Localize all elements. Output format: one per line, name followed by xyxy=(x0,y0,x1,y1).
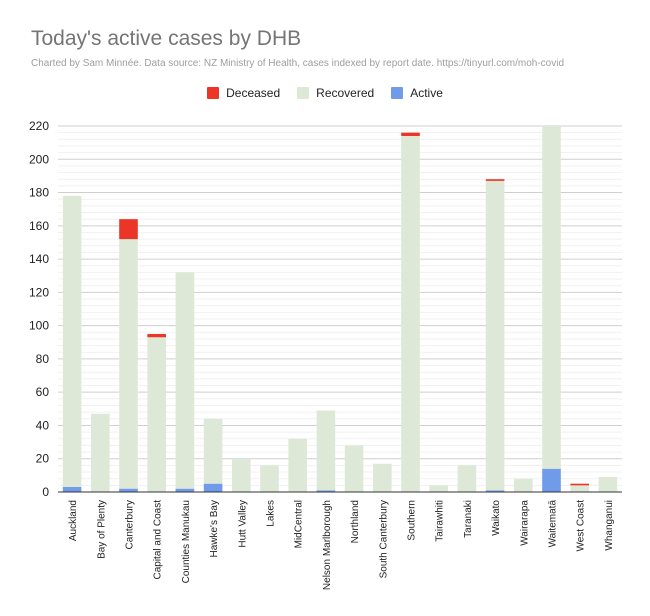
legend-label: Recovered xyxy=(316,86,375,100)
legend-swatch xyxy=(207,87,220,99)
y-tick-label: 140 xyxy=(29,252,49,266)
x-tick-label: Lakes xyxy=(266,500,277,527)
bar-recovered xyxy=(62,195,82,488)
legend-swatch xyxy=(297,87,310,99)
bar-recovered xyxy=(485,180,505,491)
bar-recovered xyxy=(570,485,590,492)
x-tick-label: Waitematā xyxy=(548,500,559,548)
x-tick-label: Nelson Marlborough xyxy=(322,500,333,590)
bar-recovered xyxy=(231,458,251,492)
x-tick-label: Auckland xyxy=(68,500,79,541)
legend-item-active[interactable]: Active xyxy=(391,86,443,100)
x-tick-label: Northland xyxy=(350,500,361,543)
bar-deceased xyxy=(147,333,167,338)
bar-active xyxy=(542,468,561,492)
legend-item-recovered[interactable]: Recovered xyxy=(297,86,374,100)
y-tick-label: 100 xyxy=(29,319,49,333)
bar-deceased xyxy=(119,219,138,240)
bar-deceased xyxy=(401,132,420,136)
x-tick-label: Wairarapa xyxy=(519,500,530,546)
bar-recovered xyxy=(598,477,618,492)
bar-recovered xyxy=(260,465,279,492)
bar-recovered xyxy=(203,418,223,484)
bar-recovered xyxy=(542,126,561,469)
chart-title: Today's active cases by DHB xyxy=(31,27,302,50)
bar-recovered xyxy=(119,239,138,489)
bar-active xyxy=(119,488,138,492)
y-tick-label: 160 xyxy=(29,219,49,233)
bar-active xyxy=(203,483,223,492)
x-tick-label: Waikato xyxy=(491,500,502,536)
bar-recovered xyxy=(457,465,477,492)
bar-deceased xyxy=(485,179,505,181)
x-tick-label: Whanganui xyxy=(604,500,615,551)
y-tick-label: 180 xyxy=(29,186,49,200)
bar-recovered xyxy=(344,445,364,492)
y-tick-label: 0 xyxy=(42,485,49,499)
y-tick-label: 80 xyxy=(36,352,50,366)
bar-recovered xyxy=(513,478,533,492)
bar-recovered xyxy=(90,413,110,492)
x-tick-label: Canterbury xyxy=(125,500,136,549)
x-tick-label: West Coast xyxy=(576,500,587,552)
y-tick-label: 40 xyxy=(36,418,50,432)
bar-active xyxy=(316,490,336,492)
x-tick-label: MidCentral xyxy=(294,500,305,548)
x-tick-label: Capital and Coast xyxy=(153,500,164,580)
bar-active xyxy=(62,487,82,492)
bar-recovered xyxy=(316,410,336,491)
bar-active xyxy=(485,490,505,492)
chart-subtitle: Charted by Sam Minnée. Data source: NZ M… xyxy=(31,58,565,69)
bar-active xyxy=(175,488,195,492)
y-tick-label: 120 xyxy=(29,285,49,299)
x-tick-label: Counties Manukau xyxy=(181,500,192,583)
y-tick-label: 200 xyxy=(29,152,49,166)
y-tick-label: 220 xyxy=(29,119,49,133)
x-tick-label: Hawke's Bay xyxy=(209,500,220,558)
x-tick-label: South Canterbury xyxy=(378,500,389,578)
bar-recovered xyxy=(429,485,449,492)
legend-item-deceased[interactable]: Deceased xyxy=(207,86,280,100)
x-tick-label: Bay of Plenty xyxy=(96,500,107,559)
bar-deceased xyxy=(570,483,590,486)
x-tick-label: Southern xyxy=(407,500,418,541)
legend-label: Active xyxy=(410,86,443,100)
y-tick-label: 20 xyxy=(36,452,50,466)
y-tick-label: 60 xyxy=(36,385,50,399)
bar-recovered xyxy=(288,438,308,492)
legend-label: Deceased xyxy=(226,86,281,100)
bar-recovered xyxy=(372,463,392,492)
x-tick-label: Taranaki xyxy=(463,500,474,538)
legend-swatch xyxy=(391,87,404,99)
legend: Deceased Recovered Active xyxy=(0,86,650,100)
x-tick-label: Tairawhiti xyxy=(435,500,446,542)
bar-recovered xyxy=(147,337,167,492)
x-tick-label: Hutt Valley xyxy=(237,500,248,548)
bar-recovered xyxy=(401,135,420,492)
bar-recovered xyxy=(175,272,195,489)
